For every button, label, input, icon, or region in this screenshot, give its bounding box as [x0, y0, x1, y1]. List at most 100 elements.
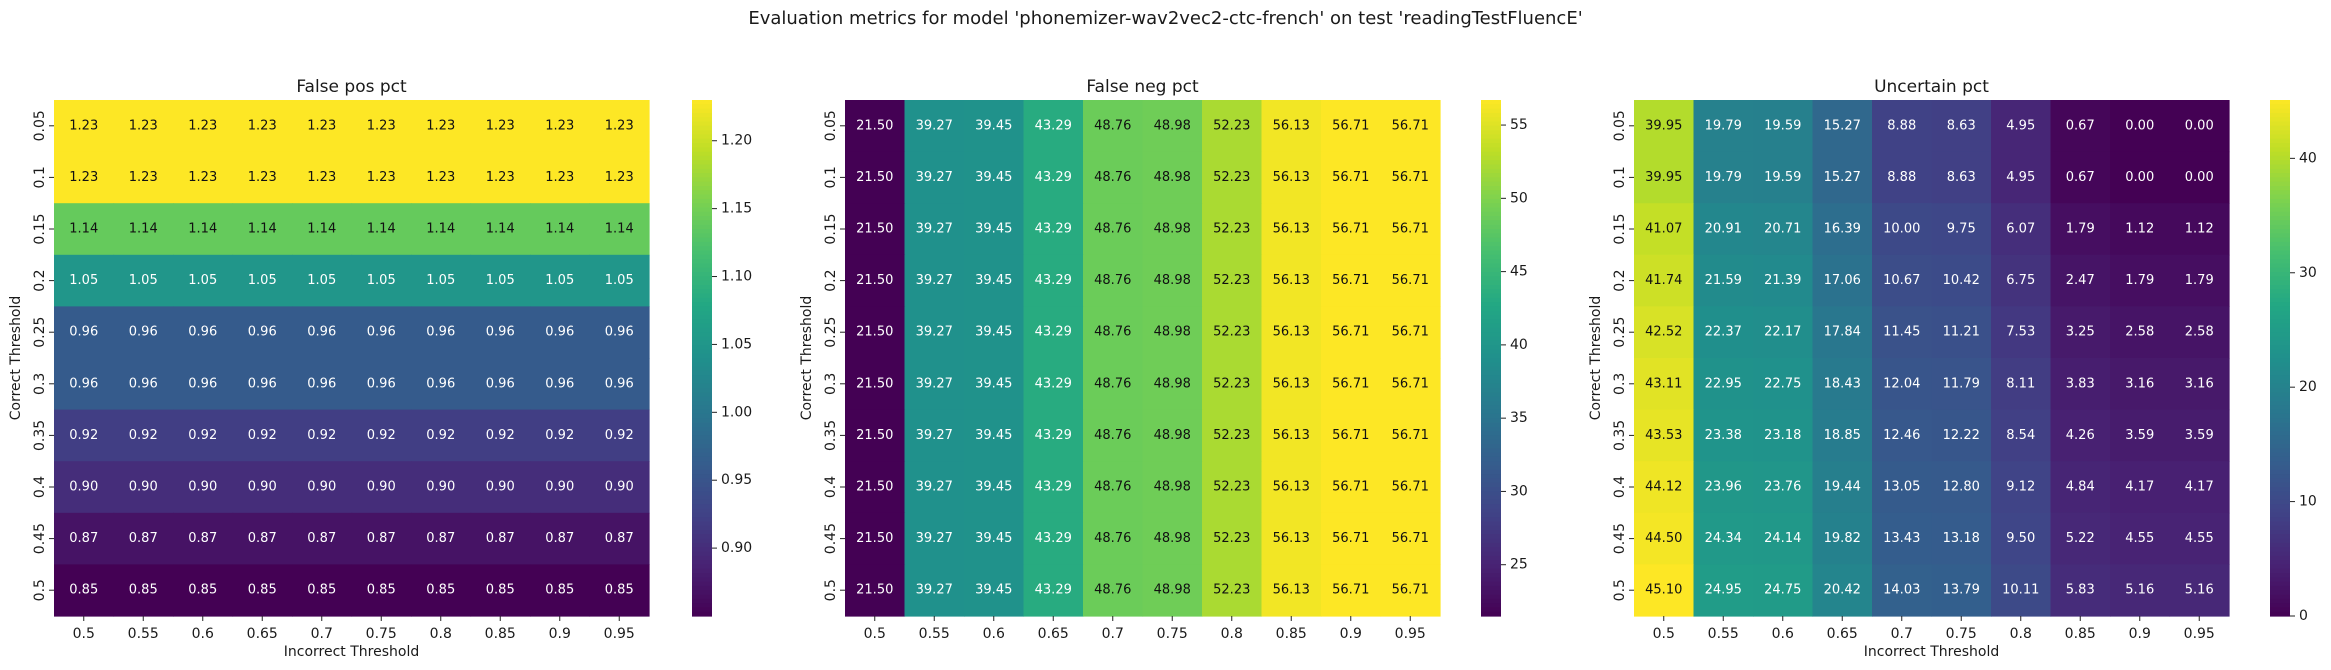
cell-label: 1.23 [69, 170, 98, 185]
colorbar-segment [2270, 581, 2290, 587]
cell-label: 48.76 [1094, 583, 1131, 598]
cell-label: 0.90 [605, 480, 634, 495]
heatmap-cell [2169, 100, 2230, 153]
cell-label: 48.98 [1154, 170, 1191, 185]
colorbar-segment [1481, 379, 1501, 385]
cell-label: 0.00 [2125, 170, 2154, 185]
colorbar-segment [692, 134, 712, 140]
colorbar-segment [1481, 306, 1501, 312]
cell-label: 17.06 [1824, 273, 1861, 288]
cell-label: 56.71 [1392, 325, 1429, 340]
heatmap-cell [1380, 306, 1441, 359]
colorbar-segment [692, 147, 712, 153]
colorbar-segment [692, 452, 712, 458]
colorbar-segment [1481, 112, 1501, 118]
y-tick-label: 0.05 [1612, 110, 1628, 141]
colorbar-segment [1481, 603, 1501, 608]
colorbar-segment [692, 469, 712, 475]
colorbar-segment [2270, 452, 2290, 458]
heatmap-cell [1202, 512, 1263, 565]
cell-label: 12.80 [1943, 480, 1980, 495]
heatmap-cell [1634, 409, 1695, 462]
colorbar-segment [1481, 444, 1501, 449]
cell-label: 4.95 [2006, 118, 2035, 133]
heatmap-cell [411, 409, 472, 462]
colorbar-segment [692, 396, 712, 402]
heatmap-cell [1931, 254, 1992, 307]
heatmap-cell [1023, 512, 1084, 565]
colorbar-tick-label: 1.00 [721, 404, 752, 420]
colorbar-tick-label: 40 [2299, 150, 2317, 166]
cell-label: 43.53 [1645, 428, 1682, 443]
heatmap-cell [1634, 461, 1695, 514]
heatmap-cell [589, 512, 650, 565]
x-tick-label: 0.8 [2010, 626, 2032, 642]
colorbar-segment [2270, 508, 2290, 514]
x-tick-label: 0.75 [366, 626, 397, 642]
cell-label: 56.71 [1392, 480, 1429, 495]
y-axis-label: Correct Threshold [1588, 296, 1604, 421]
heatmap-cell [470, 409, 531, 462]
cell-label: 0.96 [69, 325, 98, 340]
cell-label: 0.96 [426, 376, 455, 391]
colorbar-segment [2270, 336, 2290, 342]
colorbar-segment [692, 353, 712, 359]
heatmap-cell [1083, 203, 1144, 256]
cell-label: 0.87 [545, 531, 574, 546]
cell-label: 39.45 [975, 222, 1012, 237]
cell-label: 48.98 [1154, 222, 1191, 237]
colorbar-segment [692, 306, 712, 312]
cell-label: 39.27 [916, 428, 953, 443]
heatmap-cell [964, 203, 1025, 256]
colorbar-segment [692, 409, 712, 415]
colorbar-segment [2270, 121, 2290, 127]
heatmap-cell [2169, 151, 2230, 204]
colorbar-segment [2270, 482, 2290, 488]
heatmap-cell [2050, 461, 2111, 514]
colorbar-segment [2270, 474, 2290, 479]
y-tick-label: 0.15 [32, 213, 48, 244]
colorbar-segment [1481, 422, 1501, 428]
cell-label: 43.29 [1035, 428, 1072, 443]
y-axis-label: Correct Threshold [799, 296, 815, 421]
cell-label: 0.85 [545, 583, 574, 598]
heatmap-cell [54, 461, 115, 514]
colorbar-segment [2270, 293, 2290, 299]
colorbar-segment [1481, 375, 1501, 381]
colorbar-segment [1481, 198, 1501, 204]
colorbar-segment [1481, 534, 1501, 540]
colorbar-segment [2270, 366, 2290, 372]
colorbar-segment [2270, 370, 2290, 376]
cell-label: 21.50 [856, 480, 893, 495]
colorbar-segment [1481, 216, 1501, 221]
cell-label: 1.23 [367, 118, 396, 133]
colorbar-tick-label: 55 [1510, 117, 1528, 133]
heatmap-cell [1142, 151, 1203, 204]
cell-label: 52.23 [1213, 273, 1250, 288]
x-tick-label: 0.9 [549, 626, 571, 642]
heatmap-cell [470, 306, 531, 359]
heatmap-cell [1202, 306, 1263, 359]
colorbar-segment [1481, 538, 1501, 544]
heatmap-cell [1634, 203, 1695, 256]
heatmap-cell [964, 306, 1025, 359]
cell-label: 39.45 [975, 480, 1012, 495]
heatmap-cell [1321, 151, 1382, 204]
colorbar-segment [1481, 246, 1501, 252]
colorbar-segment [2270, 461, 2290, 467]
cell-label: 13.43 [1883, 531, 1920, 546]
colorbar-segment [1481, 160, 1501, 166]
colorbar-segment [692, 323, 712, 329]
colorbar-segment [2270, 117, 2290, 123]
cell-label: 1.23 [545, 118, 574, 133]
heatmap-cell [589, 100, 650, 153]
colorbar-segment [1481, 401, 1501, 406]
colorbar-segment [2270, 143, 2290, 148]
heatmap-cell [173, 151, 234, 204]
cell-label: 15.27 [1824, 118, 1861, 133]
cell-label: 21.50 [856, 325, 893, 340]
colorbar-segment [692, 237, 712, 243]
colorbar-segment [2270, 418, 2290, 424]
cell-label: 56.71 [1332, 583, 1369, 598]
cell-label: 19.79 [1705, 118, 1742, 133]
